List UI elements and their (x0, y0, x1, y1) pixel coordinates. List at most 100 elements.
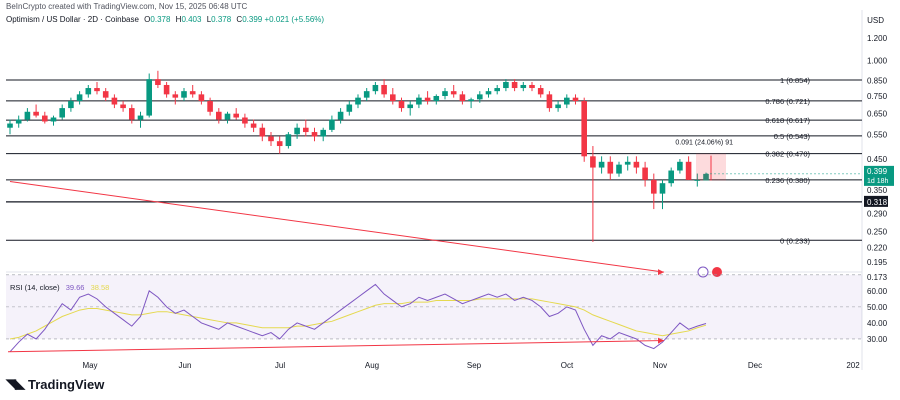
price-tick-label: 0.250 (867, 228, 888, 237)
candle-body (703, 173, 709, 181)
candle-body (198, 94, 205, 102)
price-tick-label: 0.290 (867, 209, 888, 218)
rsi-ma-line (9, 298, 707, 340)
candle-body (59, 108, 65, 118)
candle-body (503, 82, 509, 89)
candle-body (416, 97, 422, 105)
rsi-tick-label: 50.00 (867, 303, 888, 312)
candle-body (7, 123, 13, 128)
chart-credit: BeInCrypto created with TradingView.com,… (6, 2, 248, 11)
candle-body (337, 111, 344, 120)
candle-body (42, 115, 48, 122)
rsi-trendline-arrow (658, 337, 664, 344)
symbol-ohlc-row: Optimism / US Dollar · 2D · Coinbase O0.… (6, 15, 324, 24)
price-tick-label: 1.000 (867, 56, 888, 65)
time-axis-label: Aug (365, 361, 379, 370)
candle-body (250, 123, 257, 128)
candle-body (598, 161, 605, 168)
candle-body (442, 91, 448, 96)
candle-body (189, 91, 196, 95)
time-axis-label: Dec (748, 361, 762, 370)
fib-level-label: 0.618 (0.617) (765, 116, 810, 125)
open-value: 0.378 (150, 15, 171, 24)
rsi-title: RSI (14, close) (10, 283, 60, 292)
price-tick-label: 0.650 (867, 110, 888, 119)
price-trendline (9, 181, 665, 273)
candle-body (529, 84, 535, 89)
candle-body (207, 101, 213, 112)
last-price-value: 0.399 (867, 167, 888, 176)
price-tick-label: 0.350 (867, 186, 888, 195)
time-axis-label: Nov (653, 361, 667, 370)
rsi-tick-label: 60.00 (867, 287, 888, 296)
rsi-value: 39.66 (65, 283, 85, 292)
time-axis-label: 202 (846, 361, 860, 370)
price-tick-label: 0.220 (867, 243, 888, 252)
candle-body (155, 79, 161, 85)
candle-body (511, 82, 518, 89)
low-label: L (206, 15, 212, 24)
candle-body (607, 161, 614, 174)
candle-body (311, 132, 318, 137)
candle-body (633, 161, 640, 168)
last-price-tag (864, 165, 894, 186)
candle-body (146, 79, 152, 116)
candle-body (85, 88, 92, 95)
candle-body (320, 129, 326, 137)
support-price-text: 0.318 (867, 198, 888, 207)
candle-body (494, 88, 500, 92)
rsi-line (9, 283, 707, 353)
candle-body (485, 91, 492, 95)
close-value: 0.399 (242, 15, 263, 24)
tradingview-mark-icon: ◥◣ (6, 376, 25, 391)
candle-body (659, 183, 666, 194)
candle-body (68, 101, 74, 109)
candle-body (163, 84, 170, 95)
candle-body (564, 97, 570, 105)
rsi-ma-value: 38.58 (90, 283, 110, 292)
candle-body (546, 94, 553, 109)
candle-body (33, 111, 39, 116)
candle-body (137, 115, 144, 120)
price-tick-label: 1.200 (867, 34, 888, 43)
tradingview-logo[interactable]: ◥◣ TradingView (6, 376, 104, 392)
candle-body (216, 111, 222, 120)
high-value: 0.403 (181, 15, 202, 24)
candle-body (94, 88, 100, 92)
candle-body (329, 119, 335, 130)
candle-body (15, 119, 22, 124)
candle-body (520, 84, 527, 89)
candle-body (398, 101, 405, 109)
close-label: C (236, 15, 243, 24)
symbol-title: Optimism / US Dollar · 2D · Coinbase (6, 15, 139, 24)
event-lightning-icon (697, 266, 709, 278)
candle-body (459, 94, 466, 102)
currency-label: USD (867, 16, 884, 25)
rsi-legend: RSI (14, close) 39.66 38.58 (10, 283, 109, 292)
fib-level-label: 0.5 (0.543) (774, 132, 811, 141)
rsi-trendline (7, 340, 665, 353)
change-value: +0.021 (+5.56%) (264, 15, 325, 24)
candle-body (242, 117, 248, 124)
candle-body (390, 94, 396, 102)
fib-level-label: 1 (0.854) (780, 76, 811, 85)
candle-body (424, 97, 431, 102)
candle-body (433, 95, 440, 102)
support-price-tag (864, 195, 888, 207)
candle-body (372, 84, 379, 92)
candle-body (172, 94, 179, 98)
tradingview-logo-text: TradingView (28, 376, 105, 392)
high-label: H (175, 15, 182, 24)
rsi-tick-label: 30.00 (867, 335, 888, 344)
fib-level-label: 0.786 (0.721) (765, 97, 810, 106)
price-tick-label: 0.850 (867, 77, 888, 86)
candle-body (111, 97, 118, 105)
price-tick-label: 0.195 (867, 258, 888, 267)
time-axis-label: Sep (467, 361, 482, 370)
rsi-tick-label: 40.00 (867, 319, 888, 328)
last-price-countdown: 1d 18h (867, 178, 889, 185)
time-axis-label: May (82, 361, 97, 370)
candle-body (285, 134, 292, 147)
price-trendline-arrow (658, 269, 664, 276)
